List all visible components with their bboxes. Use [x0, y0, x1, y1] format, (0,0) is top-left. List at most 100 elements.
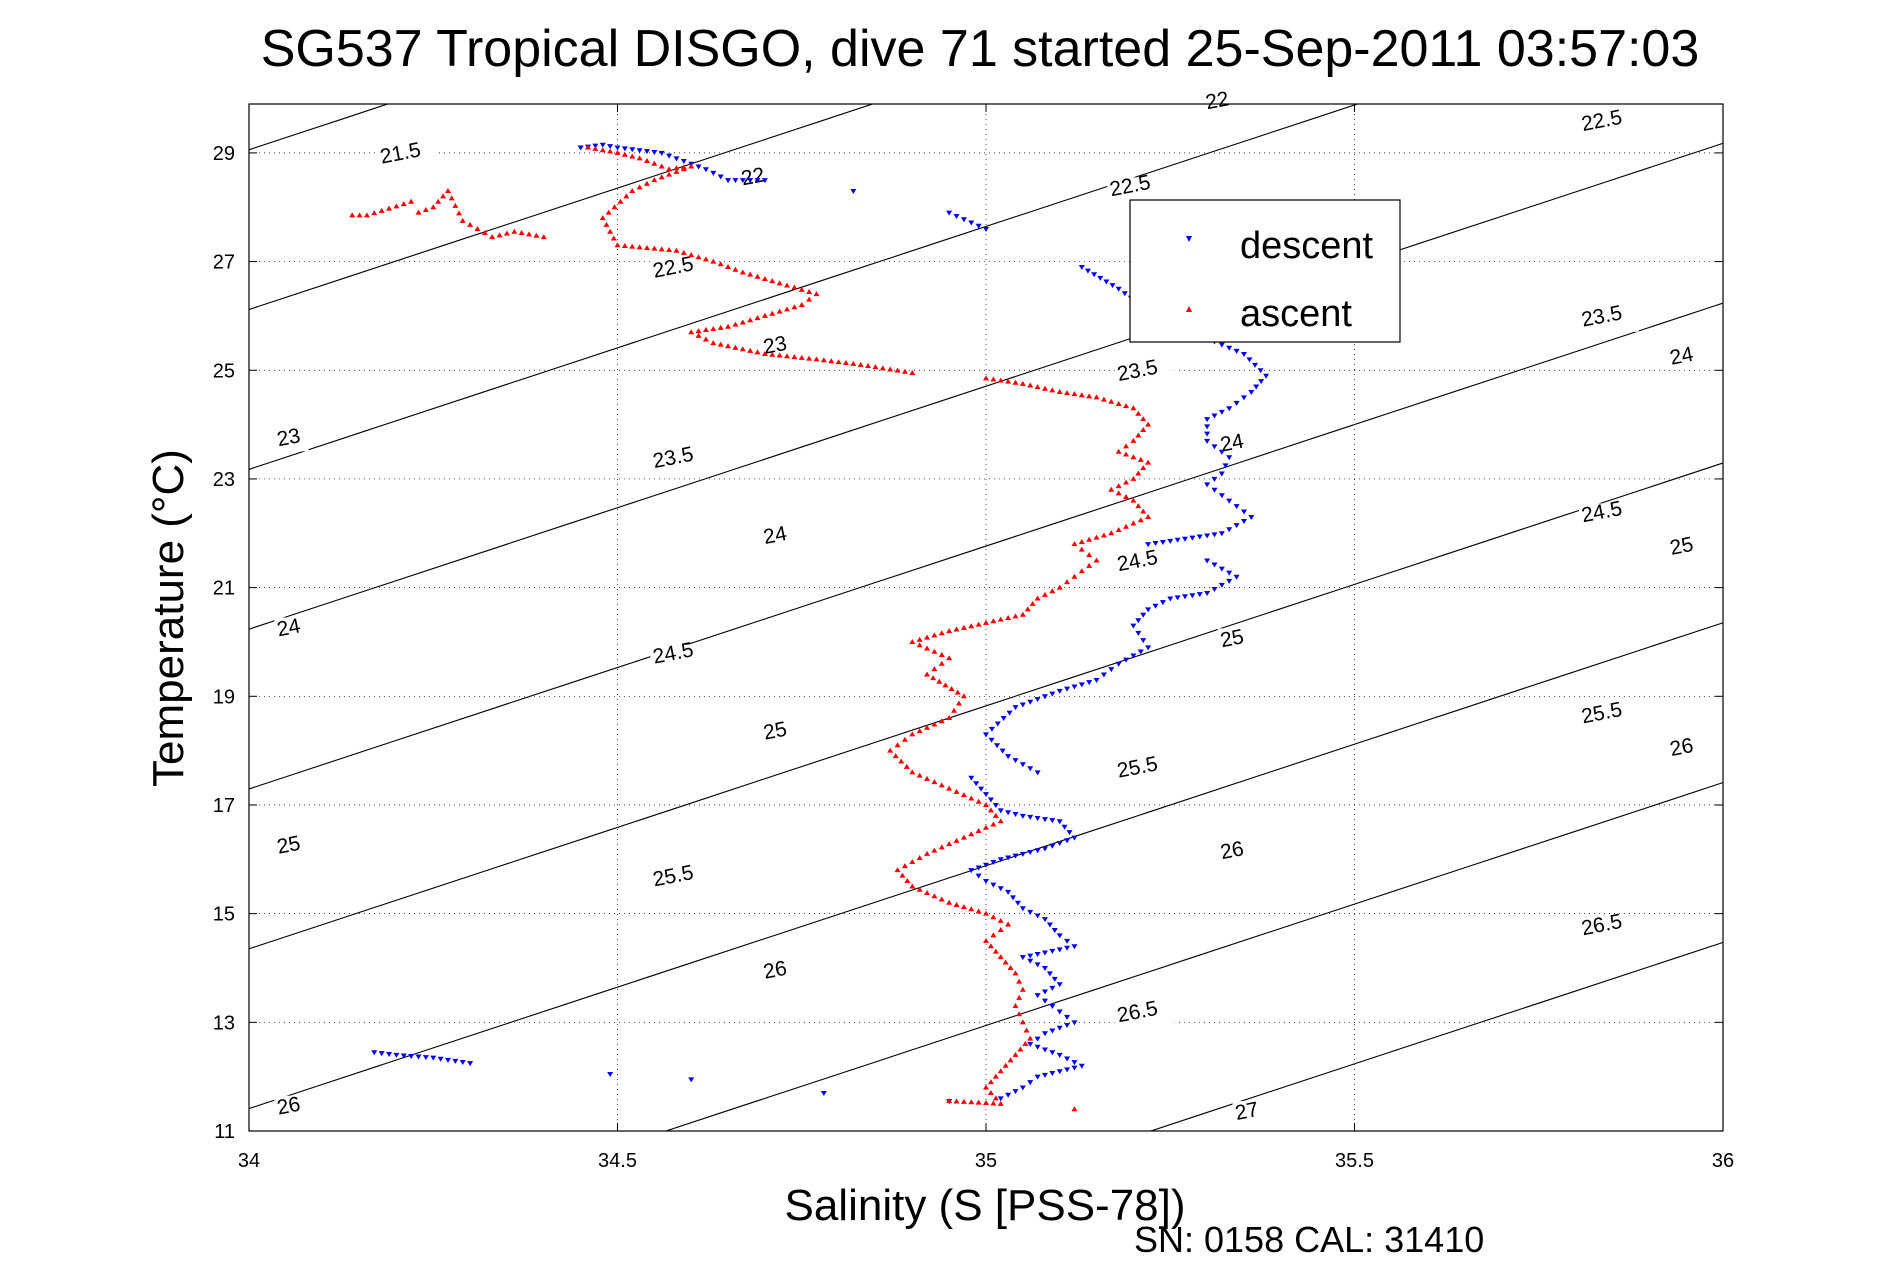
isopycnal-label: 22.5 — [1578, 106, 1639, 137]
ascent-point — [1071, 573, 1078, 579]
descent-point — [1167, 538, 1174, 544]
ascent-point — [1012, 1051, 1019, 1057]
ascent-point — [761, 350, 768, 356]
ascent-point — [1123, 494, 1130, 500]
descent-point — [695, 164, 702, 170]
isopycnal-label: 21.5 — [377, 138, 438, 169]
descent-point — [1159, 539, 1166, 545]
descent-point — [1056, 819, 1063, 825]
descent-point — [717, 174, 724, 180]
descent-point — [422, 1055, 429, 1061]
ascent-point — [898, 758, 905, 764]
legend-descent-marker — [1186, 236, 1192, 242]
ascent-point — [747, 347, 754, 353]
ascent-point — [444, 187, 451, 193]
ascent-point — [1130, 520, 1137, 526]
descent-point — [1174, 537, 1181, 543]
ascent-point — [835, 359, 842, 365]
descent-point — [1071, 1060, 1078, 1066]
ascent-point — [448, 195, 455, 201]
ascent-point — [960, 624, 967, 630]
descent-point — [1204, 591, 1211, 597]
ascent-point — [975, 798, 982, 804]
ascent-point — [909, 731, 916, 737]
descent-point — [1056, 982, 1063, 988]
descent-point — [1211, 413, 1218, 419]
descent-point — [997, 857, 1004, 863]
ascent-point — [953, 626, 960, 632]
descent-point — [1211, 532, 1218, 538]
x-axis-label: Salinity (S [PSS-78]) — [784, 1181, 1185, 1230]
ascent-point — [887, 747, 894, 753]
descent-point — [997, 886, 1004, 892]
legend-ascent-label: ascent — [1240, 293, 1352, 335]
ascent-point — [1005, 615, 1012, 621]
ascent-point — [1078, 546, 1085, 552]
descent-point — [988, 726, 995, 732]
isopycnal-label-text: 25 — [275, 832, 302, 859]
descent-point — [1257, 368, 1264, 374]
isopycnal-label: 26.5 — [1578, 910, 1639, 941]
isopycnal-label-text: 25 — [761, 718, 788, 745]
ascent-point — [1019, 611, 1026, 617]
ascent-point — [983, 1100, 989, 1106]
ascent-point — [901, 863, 908, 869]
ascent-point — [456, 210, 463, 216]
ascent-point — [938, 630, 945, 636]
ascent-point — [435, 198, 442, 204]
ascent-point — [503, 230, 510, 236]
ascent-point — [1115, 400, 1122, 406]
descent-point — [1034, 816, 1041, 822]
ascent-point — [960, 792, 967, 798]
ascent-point — [1017, 1046, 1024, 1052]
ascent-point — [990, 914, 997, 920]
descent-point — [1204, 438, 1211, 444]
descent-point — [1100, 672, 1107, 678]
descent-point — [1211, 487, 1218, 493]
descent-point — [710, 170, 717, 176]
descent-point — [1056, 1069, 1063, 1075]
ascent-point — [987, 807, 994, 813]
descent-point — [1078, 1063, 1085, 1069]
y-tick-label: 19 — [213, 686, 235, 708]
descent-point — [599, 142, 606, 148]
ascent-point — [511, 228, 518, 234]
descent-point — [1204, 533, 1211, 539]
ascent-point — [904, 878, 911, 884]
isopycnal-label-text: 25 — [1668, 533, 1695, 560]
ascent-point — [798, 354, 805, 360]
descent-point — [400, 1053, 407, 1059]
descent-point — [1019, 762, 1026, 768]
descent-point — [1204, 558, 1211, 564]
ascent-point — [992, 948, 999, 954]
isopycnal-label: 22.5 — [1107, 171, 1168, 202]
descent-point — [1061, 824, 1068, 830]
descent-point — [1093, 677, 1100, 683]
descent-point — [1012, 705, 1019, 711]
descent-point — [1005, 889, 1012, 895]
descent-point — [1196, 592, 1203, 598]
ascent-point — [1100, 532, 1107, 538]
y-tick-label: 13 — [213, 1012, 235, 1034]
ascent-point — [931, 648, 938, 654]
descent-point — [968, 868, 975, 874]
ascent-point — [990, 618, 997, 624]
legend-ascent-marker — [1186, 306, 1192, 312]
y-tick-label: 27 — [213, 252, 235, 274]
ascent-point — [1086, 562, 1093, 568]
descent-point — [1027, 909, 1034, 915]
ascent-point — [356, 212, 363, 218]
ascent-point — [673, 165, 680, 171]
ascent-point — [842, 360, 849, 366]
ascent-point — [617, 198, 624, 204]
ascent-point — [533, 232, 540, 238]
ascent-point — [887, 366, 894, 372]
isopycnal-line — [249, 104, 1360, 470]
ascent-point — [1137, 456, 1144, 462]
ascent-point — [695, 332, 702, 338]
y-tick-label: 17 — [213, 795, 235, 817]
descent-point — [1019, 702, 1026, 708]
ascent-point — [614, 149, 621, 155]
grid-lines — [249, 104, 1723, 1131]
